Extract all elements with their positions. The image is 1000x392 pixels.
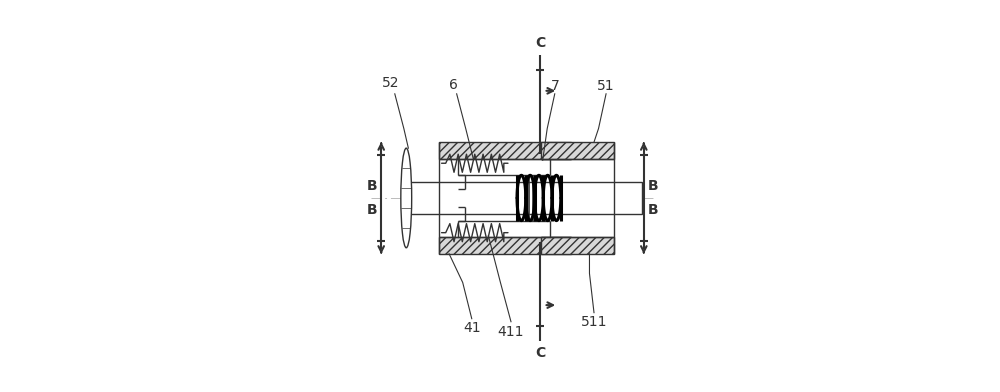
Text: 7: 7 <box>550 79 559 93</box>
Text: 41: 41 <box>463 321 481 335</box>
Text: C: C <box>535 36 545 49</box>
Text: 411: 411 <box>498 325 524 339</box>
Text: 511: 511 <box>581 315 607 329</box>
Bar <box>439 237 571 254</box>
Text: C: C <box>535 347 545 360</box>
Text: B: B <box>648 179 658 193</box>
Bar <box>406 182 642 214</box>
Text: B: B <box>648 203 658 217</box>
Bar <box>541 142 614 159</box>
Bar <box>541 237 614 254</box>
Ellipse shape <box>401 148 412 248</box>
Text: B: B <box>367 203 377 217</box>
Text: 52: 52 <box>382 76 399 90</box>
Text: B: B <box>367 179 377 193</box>
Text: 6: 6 <box>449 78 458 92</box>
Text: 51: 51 <box>597 79 615 93</box>
Bar <box>439 142 571 159</box>
